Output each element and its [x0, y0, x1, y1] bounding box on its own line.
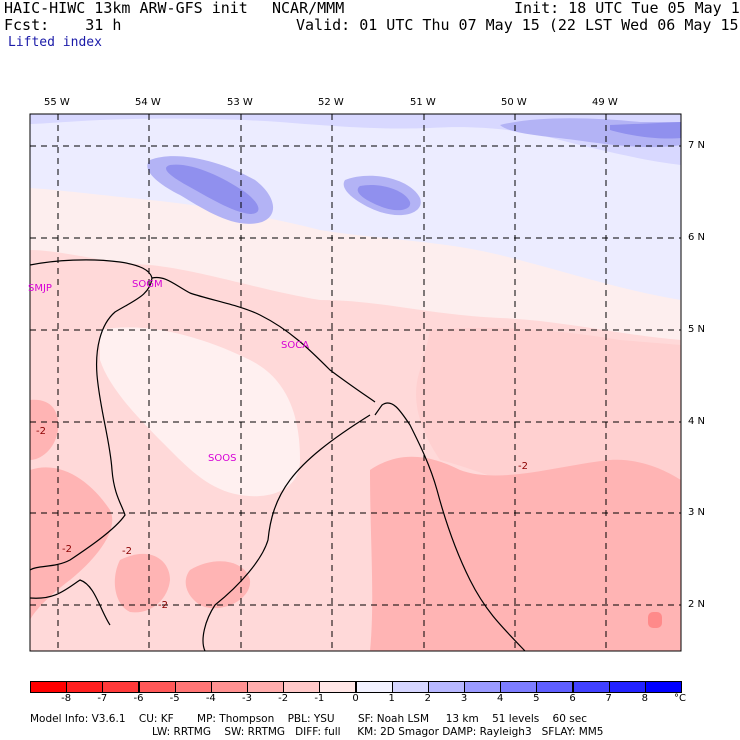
colorbar-cell — [247, 681, 285, 693]
colorbar-cell — [66, 681, 104, 693]
colorbar-tick-label: -5 — [169, 693, 180, 704]
colorbar-tick-label: 4 — [496, 693, 504, 704]
colorbar-tick-label: 8 — [641, 693, 649, 704]
colorbar-tick-label: 0 — [352, 693, 359, 704]
colorbar-cell — [427, 681, 465, 693]
model-info-line1: Model Info: V3.6.1 CU: KF MP: Thompson P… — [30, 713, 587, 725]
colorbar-cell — [210, 681, 248, 693]
colorbar-cell — [391, 681, 429, 693]
colorbar-cell — [138, 681, 176, 693]
colorbar-cell — [500, 681, 538, 693]
station-label: SOCA — [281, 340, 310, 351]
lat-label: 2 N — [688, 599, 706, 610]
lon-label: 54 W — [135, 97, 161, 108]
colorbar-tick-label: -7 — [97, 693, 108, 704]
colorbar-tick-label: -1 — [314, 693, 325, 704]
lon-label: 51 W — [410, 97, 436, 108]
colorbar-tick-label: -3 — [242, 693, 252, 704]
colorbar-cell — [572, 681, 610, 693]
contour-label: -2 — [518, 461, 528, 472]
colorbar-tick-label: 5 — [533, 693, 540, 704]
colorbar-tick-label: -6 — [133, 693, 144, 704]
lat-label: 6 N — [688, 232, 706, 243]
lat-label: 4 N — [688, 416, 706, 427]
station-label: SOGM — [132, 279, 163, 290]
init-time: Init: 18 UTC Tue 05 May 15 — [514, 0, 740, 17]
valid-time: Valid: 01 UTC Thu 07 May 15 (22 LST Wed … — [296, 16, 740, 34]
lat-label: 7 N — [688, 140, 706, 151]
colorbar-cell — [174, 681, 212, 693]
lon-label: 49 W — [592, 97, 618, 108]
colorbar-tick-label: -8 — [61, 693, 72, 704]
shaded-field — [30, 114, 681, 651]
colorbar-tick-label: -2 — [278, 693, 289, 704]
colorbar-cell — [644, 681, 682, 693]
lon-label: 55 W — [44, 97, 70, 108]
graticule — [30, 114, 681, 651]
colorbar-cell — [464, 681, 502, 693]
colorbar-tick-label: -4 — [205, 693, 216, 704]
colorbar-cell — [283, 681, 321, 693]
contour-label: -2 — [158, 600, 168, 611]
model-info-line2: LW: RRTMG SW: RRTMG DIFF: full KM: 2D Sm… — [152, 726, 604, 738]
colorbar-tick-label: 7 — [605, 693, 612, 704]
forecast-hour: Fcst: 31 h — [4, 16, 122, 34]
colorbar-tick-label: 2 — [424, 693, 432, 704]
center-label: NCAR/MMM — [272, 0, 345, 17]
colorbar-tick-label: 3 — [460, 693, 468, 704]
colorbar-cell — [536, 681, 574, 693]
colorbar-cell — [319, 681, 357, 693]
field-name: Lifted index — [8, 35, 102, 50]
coastline — [29, 259, 526, 652]
lat-label: 3 N — [688, 507, 706, 518]
lon-label: 52 W — [318, 97, 344, 108]
colorbar-cell — [102, 681, 140, 693]
station-label: SOOS — [208, 453, 237, 464]
lat-label: 5 N — [688, 324, 706, 335]
colorbar-cell — [30, 681, 68, 693]
contour-label: -2 — [62, 544, 72, 555]
lon-label: 53 W — [227, 97, 253, 108]
lon-label: 50 W — [501, 97, 527, 108]
station-label: SMJP — [28, 283, 52, 294]
colorbar-cell — [355, 681, 393, 693]
model-title: HAIC-HIWC 13km ARW-GFS init — [4, 0, 248, 17]
colorbar-tick-label: 6 — [569, 693, 576, 704]
map-frame — [29, 113, 682, 652]
contour-label: -2 — [122, 546, 132, 557]
colorbar-unit: °C — [674, 693, 686, 704]
colorbar-cell — [608, 681, 646, 693]
colorbar-tick-label: 1 — [388, 693, 395, 704]
contour-label: -2 — [36, 426, 46, 437]
